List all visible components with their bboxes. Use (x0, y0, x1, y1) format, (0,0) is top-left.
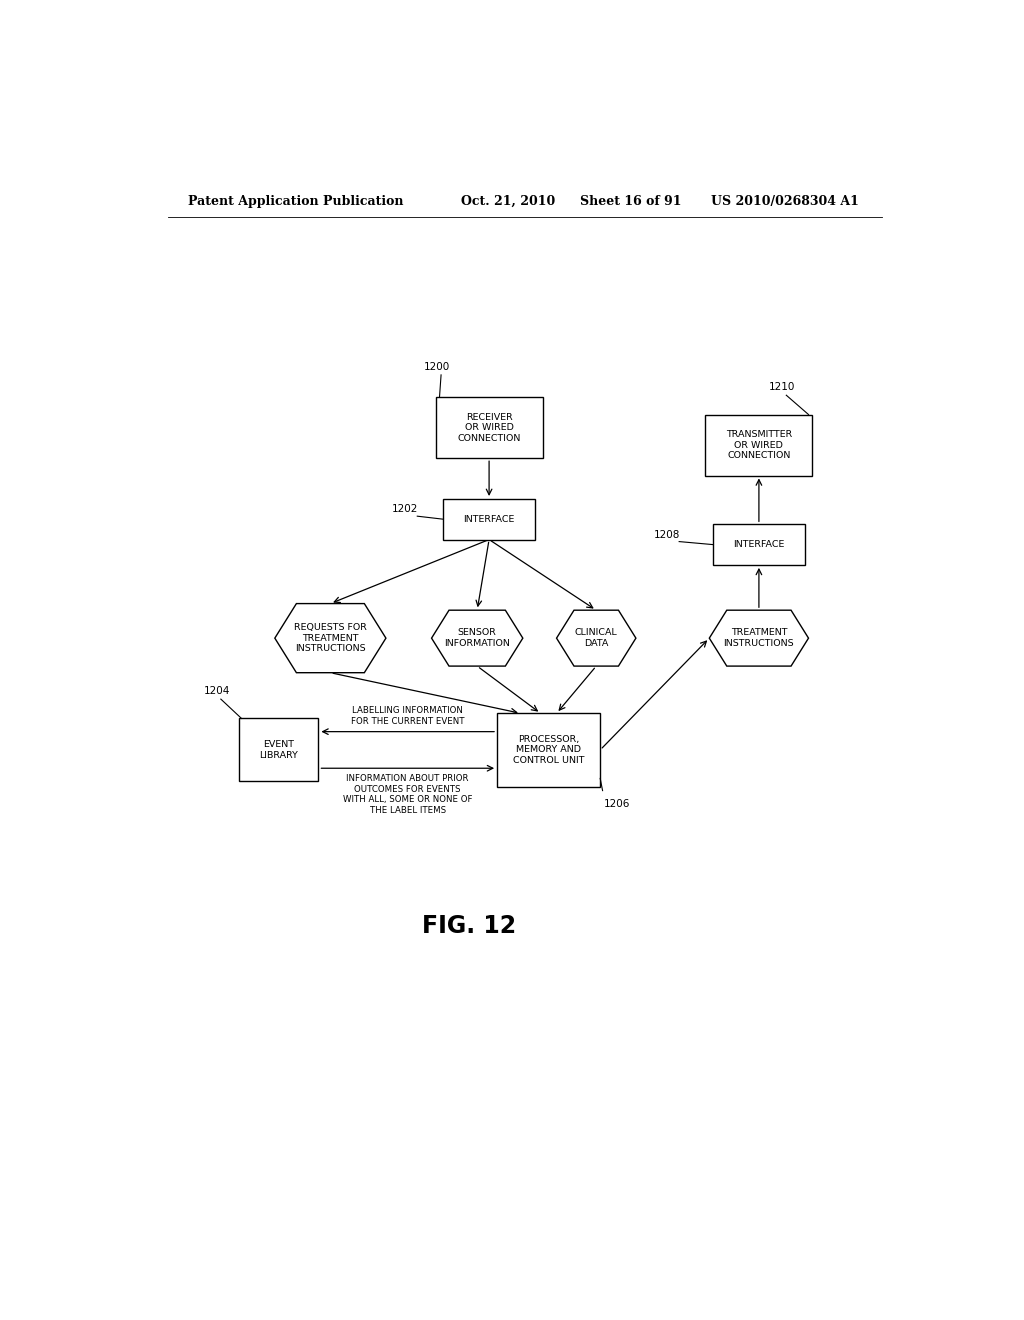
Text: CLINICAL
DATA: CLINICAL DATA (574, 628, 617, 648)
Text: TREATMENT
INSTRUCTIONS: TREATMENT INSTRUCTIONS (724, 628, 795, 648)
Text: PROCESSOR,
MEMORY AND
CONTROL UNIT: PROCESSOR, MEMORY AND CONTROL UNIT (513, 735, 585, 764)
Text: FIG. 12: FIG. 12 (422, 913, 516, 937)
Text: Sheet 16 of 91: Sheet 16 of 91 (581, 194, 682, 207)
Text: REQUESTS FOR
TREATMENT
INSTRUCTIONS: REQUESTS FOR TREATMENT INSTRUCTIONS (294, 623, 367, 653)
Text: INTERFACE: INTERFACE (464, 515, 515, 524)
FancyBboxPatch shape (497, 713, 600, 787)
Polygon shape (431, 610, 523, 667)
FancyBboxPatch shape (706, 414, 812, 475)
Text: LABELLING INFORMATION
FOR THE CURRENT EVENT: LABELLING INFORMATION FOR THE CURRENT EV… (351, 706, 465, 726)
FancyBboxPatch shape (435, 397, 543, 458)
Polygon shape (556, 610, 636, 667)
Text: INTERFACE: INTERFACE (733, 540, 784, 549)
Text: 1204: 1204 (204, 686, 229, 696)
Text: 1202: 1202 (392, 504, 418, 515)
Polygon shape (274, 603, 386, 673)
Text: 1200: 1200 (424, 362, 450, 372)
Polygon shape (710, 610, 809, 667)
Text: TRANSMITTER
OR WIRED
CONNECTION: TRANSMITTER OR WIRED CONNECTION (726, 430, 792, 459)
FancyBboxPatch shape (443, 499, 535, 540)
Text: 1210: 1210 (769, 383, 796, 392)
Text: Patent Application Publication: Patent Application Publication (187, 194, 403, 207)
Text: INFORMATION ABOUT PRIOR
OUTCOMES FOR EVENTS
WITH ALL, SOME OR NONE OF
THE LABEL : INFORMATION ABOUT PRIOR OUTCOMES FOR EVE… (343, 775, 472, 814)
Text: Oct. 21, 2010: Oct. 21, 2010 (461, 194, 556, 207)
FancyBboxPatch shape (240, 718, 318, 781)
Text: US 2010/0268304 A1: US 2010/0268304 A1 (712, 194, 859, 207)
Text: 1206: 1206 (604, 799, 631, 809)
Text: SENSOR
INFORMATION: SENSOR INFORMATION (444, 628, 510, 648)
Text: EVENT
LIBRARY: EVENT LIBRARY (259, 741, 298, 759)
FancyBboxPatch shape (714, 524, 805, 565)
Text: 1208: 1208 (653, 529, 680, 540)
Text: RECEIVER
OR WIRED
CONNECTION: RECEIVER OR WIRED CONNECTION (458, 413, 521, 442)
